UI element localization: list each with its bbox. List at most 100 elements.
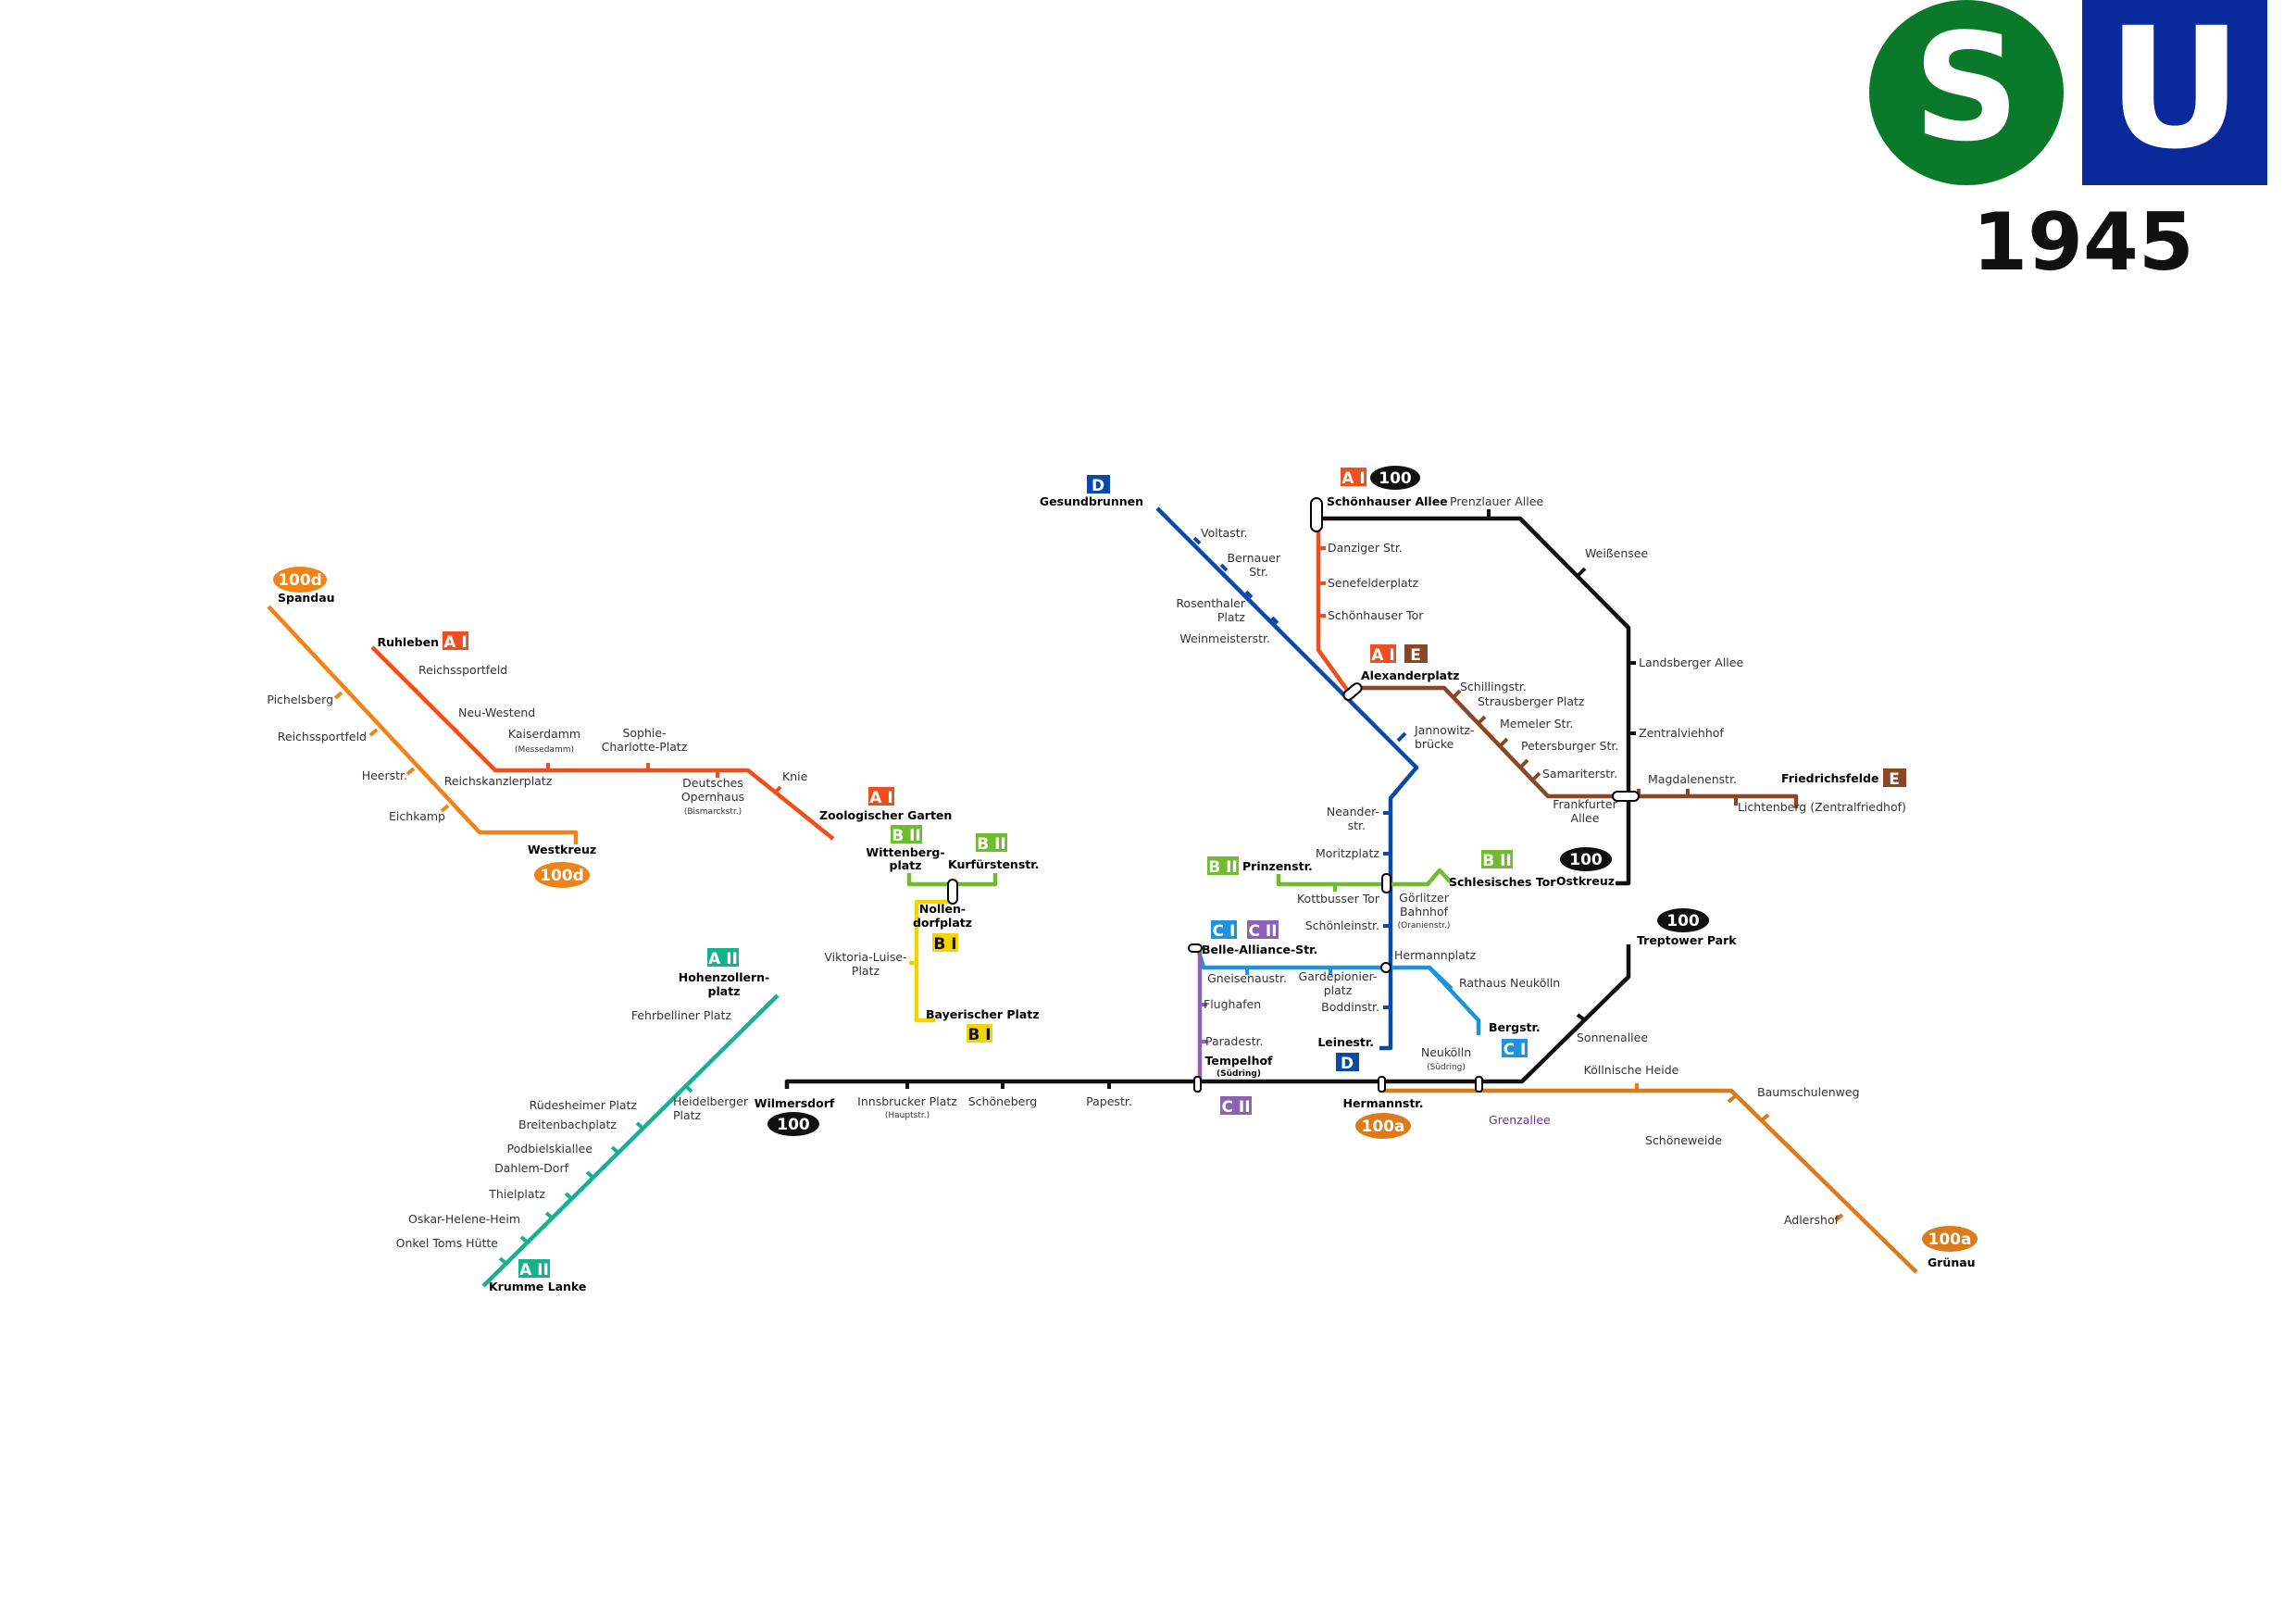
- u-bahn-logo-square: [2082, 0, 2267, 185]
- station-gesundbrunnen: Gesundbrunnen: [1040, 494, 1143, 508]
- svg-text:B I: B I: [967, 1026, 991, 1044]
- station-adlershof: Adlershof: [1784, 1213, 1840, 1227]
- station-gardepionierplatz-2: platz: [1324, 983, 1353, 997]
- station-papestr: Papestr.: [1086, 1094, 1132, 1108]
- station-memeler-str: Memeler Str.: [1500, 717, 1573, 731]
- station-heerstr: Heerstr.: [362, 768, 407, 782]
- interchange-nollendorfplatz: [947, 879, 958, 905]
- svg-text:100: 100: [1666, 912, 1700, 931]
- line-u-ai-north: [1316, 528, 1349, 692]
- station-samariterstr: Samariterstr.: [1542, 767, 1617, 781]
- station-messedamm: (Messedamm): [515, 745, 574, 755]
- badge-ai-zoo: A I: [868, 787, 894, 807]
- station-neanderstr: Neander-: [1327, 805, 1379, 818]
- u-bahn-logo-letter: U: [2107, 0, 2242, 185]
- station-koellnische-heide: Köllnische Heide: [1584, 1063, 1679, 1077]
- station-fehrbelliner-platz: Fehrbelliner Platz: [631, 1008, 732, 1022]
- svg-text:A II: A II: [708, 950, 738, 968]
- line-u-ai-west: [370, 645, 835, 841]
- ticks-ai-north: [1318, 546, 1326, 618]
- station-lichtenberg: Lichtenberg (Zentralfriedhof): [1738, 800, 1906, 814]
- station-bergstr: Bergstr.: [1489, 1020, 1541, 1034]
- station-pichelsberg: Pichelsberg: [267, 693, 333, 706]
- station-onkel-toms-huette: Onkel Toms Hütte: [396, 1236, 499, 1250]
- badge-bii-wittenberg: B II: [891, 825, 922, 845]
- line-s-gruenau: [1382, 1088, 1918, 1274]
- interchange-kottbusser-tor: [1381, 873, 1391, 893]
- station-bernauer: Bernauer: [1227, 551, 1280, 565]
- line-ring-south: [784, 944, 1631, 1089]
- svg-text:C I: C I: [1504, 1041, 1527, 1059]
- station-hermannplatz: Hermannplatz: [1394, 948, 1477, 962]
- station-bernauer-2: Str.: [1249, 565, 1268, 579]
- station-spandau: Spandau: [278, 591, 335, 605]
- station-podbielskiallee: Podbielskiallee: [507, 1142, 593, 1156]
- line-s-spandau: [267, 605, 579, 844]
- station-schoeneberg: Schöneberg: [968, 1094, 1037, 1108]
- station-breitenbachplatz: Breitenbachplatz: [518, 1118, 617, 1131]
- station-hauptstr: (Hauptstr.): [885, 1111, 930, 1120]
- station-hohenzollernplatz: Hohenzollern-: [679, 970, 770, 984]
- station-gneisenaustr: Gneisenaustr.: [1207, 971, 1287, 985]
- station-rosenthaler: Rosenthaler: [1176, 596, 1246, 610]
- badge-100d-westkreuz: 100d: [534, 862, 590, 888]
- svg-text:E: E: [1410, 646, 1421, 665]
- station-knie: Knie: [782, 769, 808, 783]
- station-schoeneweide: Schöneweide: [1645, 1133, 1722, 1147]
- station-nollendorfplatz-2: dorfplatz: [913, 916, 972, 930]
- svg-text:A I: A I: [1341, 469, 1365, 488]
- ticks-d: [1192, 536, 1407, 1009]
- svg-text:A II: A II: [519, 1261, 549, 1280]
- station-baumschulenweg: Baumschulenweg: [1757, 1085, 1860, 1099]
- station-deutsches-opernhaus-2: Opernhaus: [681, 790, 744, 804]
- s-bahn-logo: S: [1869, 0, 2064, 185]
- line-u-bii-east: [1276, 868, 1453, 887]
- station-treptower-park: Treptower Park: [1637, 933, 1737, 947]
- station-jannowitzbruecke: Jannowitz-: [1414, 723, 1475, 737]
- station-ruhleben: Ruhleben: [377, 635, 439, 649]
- station-wittenbergplatz: Wittenberg-: [866, 845, 944, 859]
- station-boddinstr: Boddinstr.: [1321, 1000, 1379, 1014]
- station-strausberger-platz: Strausberger Platz: [1478, 694, 1585, 708]
- badge-aii-krumme: A II: [518, 1259, 550, 1280]
- station-schlesisches-tor: Schlesisches Tor: [1449, 875, 1556, 889]
- station-frankfurter-allee: Frankfurter: [1553, 797, 1617, 811]
- station-neanderstr-2: str.: [1348, 818, 1366, 832]
- line-u-e: [1357, 685, 1799, 808]
- svg-text:100: 100: [777, 1116, 810, 1134]
- station-viktoria-luise-platz: Viktoria-Luise-: [824, 950, 906, 964]
- badge-ring-schoenhauser: 100: [1370, 466, 1420, 490]
- station-kottbusser-tor: Kottbusser Tor: [1297, 892, 1380, 906]
- station-voltastr: Voltastr.: [1201, 526, 1248, 540]
- svg-text:100: 100: [1379, 469, 1412, 488]
- station-nollendorfplatz: Nollen-: [919, 902, 966, 916]
- station-dahlem-dorf: Dahlem-Dorf: [494, 1161, 568, 1175]
- station-schoenhauser-tor: Schönhauser Tor: [1328, 608, 1424, 622]
- badge-ci-berg: C I: [1502, 1039, 1528, 1059]
- badge-ai-schoenhauser: A I: [1341, 468, 1366, 488]
- station-kaiserdamm: Kaiserdamm: [508, 727, 580, 741]
- line-u-aii: [481, 993, 780, 1288]
- station-neukoelln: Neukölln: [1421, 1045, 1471, 1059]
- badge-ai-ruhleben: A I: [443, 631, 468, 652]
- map-year: 1945: [1972, 196, 2194, 289]
- station-deutsches-opernhaus: Deutsches: [682, 776, 743, 790]
- svg-text:100: 100: [1569, 851, 1603, 869]
- station-magdalenenstr: Magdalenenstr.: [1648, 772, 1737, 786]
- station-viktoria-luise-platz-2: Platz: [852, 964, 880, 978]
- interchange-neukoelln: [1475, 1076, 1483, 1093]
- ticks-spandau: [333, 691, 450, 813]
- station-heidelberger-platz: Heidelberger: [673, 1094, 749, 1108]
- station-frankfurter-allee-2: Allee: [1571, 811, 1600, 825]
- station-moritzplatz: Moritzplatz: [1316, 846, 1379, 860]
- station-gardepionierplatz: Gardepionier-: [1299, 969, 1378, 983]
- station-alexanderplatz: Alexanderplatz: [1361, 668, 1459, 682]
- interchange-hermannplatz: [1380, 962, 1391, 973]
- station-gruenau: Grünau: [1928, 1255, 1976, 1269]
- station-hermannstr: Hermannstr.: [1343, 1096, 1424, 1110]
- station-reichssportfeld-s: Reichssportfeld: [278, 730, 367, 743]
- station-sonnenallee: Sonnenallee: [1577, 1031, 1648, 1044]
- badge-bii-schles: B II: [1481, 850, 1513, 870]
- station-goerlitzer-bahnhof: Görlitzer: [1399, 891, 1450, 905]
- badge-ci-belle: C I: [1211, 920, 1237, 941]
